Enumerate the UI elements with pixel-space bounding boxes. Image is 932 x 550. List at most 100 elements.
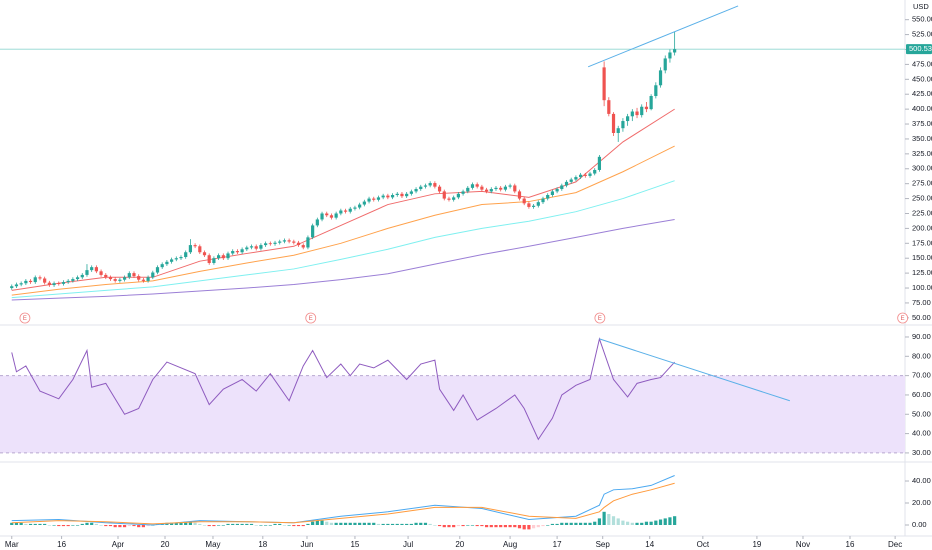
macd-bar <box>19 522 23 525</box>
macd-bar <box>597 518 602 525</box>
macd-bar <box>630 522 634 525</box>
macd-bar <box>602 511 606 525</box>
macd-bar <box>43 523 47 525</box>
macd-bar <box>541 524 545 527</box>
y-tick-label: 400.00 <box>912 104 932 113</box>
candle-body <box>644 106 649 110</box>
macd-bar <box>522 524 526 530</box>
y-tick-label: 50.00 <box>912 409 931 418</box>
macd-bar <box>231 523 235 525</box>
x-tick-label: Nov <box>796 540 810 549</box>
candle-body <box>226 253 230 259</box>
macd-bar <box>235 523 240 525</box>
candle-body <box>268 243 272 245</box>
candle-body <box>560 185 564 190</box>
macd-bar <box>113 524 117 528</box>
candle-body <box>207 255 211 263</box>
macd-bar <box>296 524 301 527</box>
y-tick-label: 20.00 <box>912 498 931 507</box>
candle-body <box>71 279 75 281</box>
macd-bar <box>28 523 33 525</box>
macd-bar <box>513 524 517 528</box>
candle-body <box>386 195 390 198</box>
candle-body <box>564 181 569 186</box>
macd-bar <box>456 524 460 527</box>
macd-bar <box>38 523 42 525</box>
macd-bar <box>386 523 390 525</box>
candle-body <box>583 174 587 176</box>
candle-body <box>405 193 409 197</box>
candle-body <box>235 251 240 253</box>
candle-body <box>499 187 503 190</box>
candle-body <box>541 198 545 203</box>
rsi-trendline <box>599 338 790 402</box>
macd-bar <box>560 522 564 525</box>
candle-body <box>315 219 319 226</box>
candle-body <box>343 210 348 212</box>
candle-body <box>301 245 305 248</box>
trendline <box>587 5 739 68</box>
macd-bar <box>108 524 113 527</box>
x-tick-label: Dec <box>888 540 902 549</box>
x-tick-label: Jun <box>301 540 314 549</box>
macd-bar <box>75 524 80 526</box>
candle-body <box>630 111 634 117</box>
last-price-badge <box>906 44 932 55</box>
macd-bar <box>574 522 578 525</box>
candle-body <box>174 258 178 260</box>
macd-bar <box>658 519 663 525</box>
candle-body <box>66 280 70 283</box>
candle-body <box>409 191 413 194</box>
macd-bar <box>644 521 649 525</box>
macd-bar <box>207 524 211 527</box>
x-tick-label: 15 <box>350 540 359 549</box>
candle-body <box>376 197 381 200</box>
candle-body <box>433 183 437 187</box>
candle-body <box>649 96 653 110</box>
candle-body <box>470 184 475 188</box>
macd-bar <box>301 524 305 527</box>
y-tick-label: 50.00 <box>912 313 931 322</box>
macd-line <box>11 475 675 526</box>
x-tick-label: 20 <box>455 540 464 549</box>
macd-bar <box>311 521 315 525</box>
candle-body <box>151 272 155 278</box>
macd-bar <box>593 521 597 525</box>
candle-body <box>400 193 404 197</box>
macd-bar <box>278 523 282 525</box>
candle-body <box>320 213 324 220</box>
candle-body <box>555 189 559 192</box>
y-tick-label: 150.00 <box>912 253 932 262</box>
candle-body <box>137 276 141 280</box>
candle-body <box>621 121 625 129</box>
macd-bar <box>668 517 672 525</box>
candle-body <box>607 100 611 114</box>
candle-body <box>536 202 540 206</box>
candle-body <box>658 70 663 86</box>
candle-body <box>184 252 188 258</box>
macd-bar <box>405 523 409 525</box>
macd-bar <box>198 523 202 525</box>
candle-body <box>367 198 371 202</box>
y-tick-label: 0.00 <box>912 520 927 529</box>
macd-bar <box>588 522 592 525</box>
macd-bar <box>306 523 310 525</box>
candle-body <box>38 277 42 279</box>
y-tick-label: 80.00 <box>912 351 931 360</box>
y-tick-label: 525.00 <box>912 30 932 39</box>
macd-bar <box>282 524 287 526</box>
candle-body <box>146 277 150 281</box>
macd-bar <box>259 524 263 526</box>
macd-bar <box>499 524 503 528</box>
candle-body <box>663 58 667 71</box>
candle-body <box>334 213 338 218</box>
y-tick-label: 175.00 <box>912 238 932 247</box>
macd-bar <box>461 524 465 527</box>
macd-bar <box>452 524 456 528</box>
candle-body <box>508 185 512 187</box>
macd-bar <box>184 521 188 525</box>
macd-bar <box>635 522 639 525</box>
candle-body <box>358 204 362 208</box>
event-marker <box>19 312 31 324</box>
y-tick-label: 70.00 <box>912 371 931 380</box>
